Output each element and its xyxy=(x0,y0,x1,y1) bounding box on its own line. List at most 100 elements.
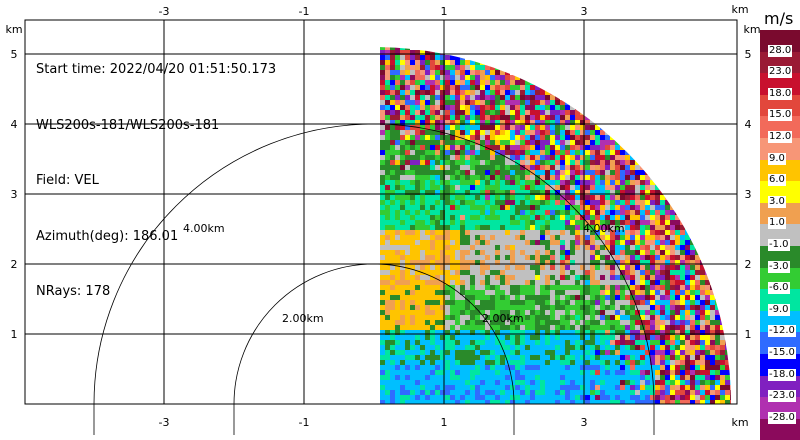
velocity-cell xyxy=(540,195,545,200)
velocity-cell xyxy=(485,300,490,305)
velocity-cell xyxy=(605,170,610,175)
velocity-cell xyxy=(695,265,700,270)
velocity-cell xyxy=(700,270,705,275)
velocity-cell xyxy=(515,320,520,325)
velocity-cell xyxy=(595,295,600,300)
velocity-cell xyxy=(515,275,520,280)
velocity-cell xyxy=(670,235,675,240)
velocity-cell xyxy=(680,250,685,255)
velocity-cell xyxy=(575,175,580,180)
velocity-cell xyxy=(425,245,430,250)
velocity-cell xyxy=(450,345,455,350)
velocity-cell xyxy=(430,65,435,70)
velocity-cell xyxy=(645,205,650,210)
velocity-cell xyxy=(505,135,510,140)
velocity-cell xyxy=(625,315,630,320)
velocity-cell xyxy=(430,375,435,380)
velocity-cell xyxy=(705,305,710,310)
velocity-cell xyxy=(475,305,480,310)
velocity-cell xyxy=(435,345,440,350)
velocity-cell xyxy=(590,390,595,395)
velocity-cell xyxy=(455,190,460,195)
velocity-cell xyxy=(405,150,410,155)
velocity-cell xyxy=(615,310,620,315)
velocity-cell xyxy=(585,285,590,290)
velocity-cell xyxy=(460,190,465,195)
velocity-cell xyxy=(685,390,690,395)
velocity-cell xyxy=(565,120,570,125)
velocity-cell xyxy=(430,80,435,85)
velocity-cell xyxy=(710,365,715,370)
velocity-cell xyxy=(445,135,450,140)
velocity-cell xyxy=(480,395,485,400)
velocity-cell xyxy=(625,280,630,285)
velocity-cell xyxy=(565,130,570,135)
velocity-cell xyxy=(420,75,425,80)
velocity-cell xyxy=(400,50,405,55)
velocity-cell xyxy=(665,290,670,295)
velocity-cell xyxy=(385,100,390,105)
velocity-cell xyxy=(545,330,550,335)
velocity-cell xyxy=(575,125,580,130)
velocity-cell xyxy=(640,360,645,365)
velocity-cell xyxy=(480,245,485,250)
velocity-cell xyxy=(440,220,445,225)
velocity-cell xyxy=(550,215,555,220)
velocity-cell xyxy=(550,340,555,345)
velocity-cell xyxy=(580,300,585,305)
velocity-cell xyxy=(425,335,430,340)
velocity-cell xyxy=(410,130,415,135)
velocity-cell xyxy=(630,230,635,235)
velocity-cell xyxy=(380,75,385,80)
velocity-cell xyxy=(625,380,630,385)
velocity-cell xyxy=(445,380,450,385)
velocity-cell xyxy=(395,385,400,390)
velocity-cell xyxy=(560,295,565,300)
velocity-cell xyxy=(420,85,425,90)
velocity-cell xyxy=(670,345,675,350)
velocity-cell xyxy=(615,190,620,195)
velocity-cell xyxy=(420,150,425,155)
velocity-cell xyxy=(515,245,520,250)
velocity-cell xyxy=(505,115,510,120)
velocity-cell xyxy=(660,325,665,330)
velocity-cell xyxy=(455,325,460,330)
velocity-cell xyxy=(430,115,435,120)
velocity-cell xyxy=(530,155,535,160)
velocity-cell xyxy=(625,185,630,190)
velocity-cell xyxy=(425,105,430,110)
velocity-cell xyxy=(415,385,420,390)
velocity-cell xyxy=(410,165,415,170)
velocity-cell xyxy=(620,335,625,340)
velocity-cell xyxy=(695,325,700,330)
velocity-cell xyxy=(385,220,390,225)
velocity-cell xyxy=(440,370,445,375)
velocity-cell xyxy=(485,180,490,185)
velocity-cell xyxy=(610,150,615,155)
velocity-cell xyxy=(570,375,575,380)
velocity-cell xyxy=(515,130,520,135)
velocity-cell xyxy=(400,115,405,120)
velocity-cell xyxy=(465,345,470,350)
velocity-cell xyxy=(500,330,505,335)
velocity-cell xyxy=(425,210,430,215)
velocity-cell xyxy=(475,235,480,240)
velocity-cell xyxy=(425,190,430,195)
velocity-cell xyxy=(555,370,560,375)
velocity-cell xyxy=(485,285,490,290)
velocity-cell xyxy=(455,245,460,250)
velocity-cell xyxy=(430,160,435,165)
velocity-cell xyxy=(440,270,445,275)
velocity-cell xyxy=(495,230,500,235)
velocity-cell xyxy=(510,240,515,245)
velocity-cell xyxy=(635,230,640,235)
y-tick-label-left: 2 xyxy=(11,258,18,271)
velocity-cell xyxy=(430,180,435,185)
velocity-cell xyxy=(415,130,420,135)
velocity-cell xyxy=(605,195,610,200)
velocity-cell xyxy=(475,335,480,340)
velocity-cell xyxy=(440,225,445,230)
velocity-cell xyxy=(475,75,480,80)
velocity-cell xyxy=(595,290,600,295)
velocity-cell xyxy=(585,140,590,145)
